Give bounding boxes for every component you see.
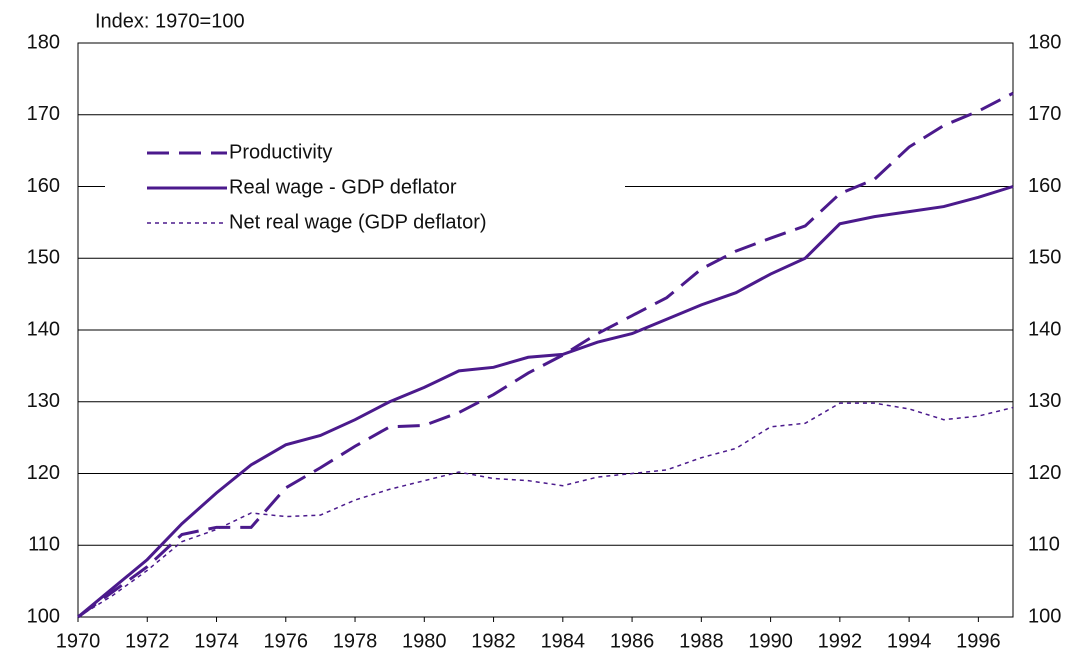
y2-tick-label: 170 [1028,103,1061,125]
x-tick-label: 1974 [194,630,239,652]
x-tick-label: 1984 [541,630,586,652]
x-tick-label: 1994 [887,630,932,652]
legend-label: Productivity [229,141,332,163]
y-tick-label: 140 [27,318,60,340]
y-tick-label: 100 [27,605,60,627]
y-tick-label: 130 [27,390,60,412]
x-tick-label: 1982 [471,630,516,652]
x-tick-label: 1976 [264,630,309,652]
y-tick-label: 160 [27,175,60,197]
chart-subtitle: Index: 1970=100 [95,10,245,32]
legend-label: Net real wage (GDP deflator) [229,211,487,233]
data-line [77,185,1014,619]
y2-tick-label: 110 [1028,534,1060,556]
y-tick-label: 150 [27,247,60,269]
y-tick-label: 110 [28,534,60,556]
x-tick-label: 1978 [333,630,378,652]
data-line [77,91,1014,619]
y-tick-label: 180 [27,31,60,53]
y-tick-label: 170 [27,103,60,125]
x-tick-label: 1988 [679,630,724,652]
y2-tick-label: 140 [1028,318,1061,340]
plot-frame [77,42,1014,618]
y2-tick-label: 100 [1028,605,1061,627]
y2-tick-label: 120 [1028,462,1061,484]
x-tick-label: 1996 [956,630,1001,652]
x-tick-label: 1992 [818,630,863,652]
y2-tick-label: 130 [1028,390,1061,412]
y2-tick-label: 160 [1028,175,1061,197]
x-tick-label: 1970 [56,630,101,652]
x-tick-label: 1980 [402,630,447,652]
legend-label: Real wage - GDP deflator [229,176,457,198]
x-tick-label: 1986 [610,630,655,652]
data-line [77,402,1014,618]
x-tick-label: 1972 [125,630,170,652]
x-tick-label: 1990 [748,630,793,652]
y-tick-label: 120 [27,462,60,484]
y2-tick-label: 150 [1028,247,1061,269]
y2-tick-label: 180 [1028,31,1061,53]
